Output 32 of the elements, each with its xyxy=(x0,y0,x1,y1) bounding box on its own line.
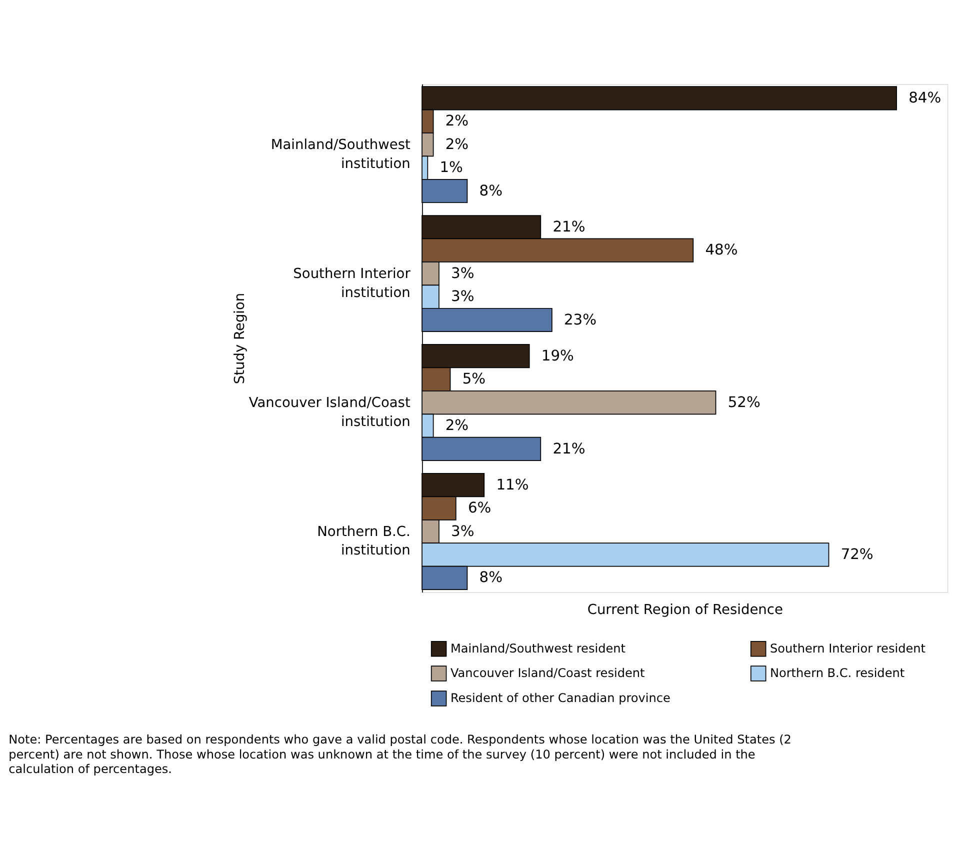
data-label: 11% xyxy=(496,476,529,494)
data-label: 3% xyxy=(451,522,474,540)
data-label: 21% xyxy=(552,218,586,236)
text: Note: Percentages are based on respondents who gave a valid postal code. Respondents whose location was the United States (2 percent) are not shown. Those whose location was unknown at the time of the survey (10 percent) were not included in the calculation of percentages. xyxy=(8,732,792,776)
data-label: 8% xyxy=(479,569,503,586)
data-label: 84% xyxy=(908,89,942,106)
data-label: 3% xyxy=(451,264,474,282)
data-label: 6% xyxy=(468,500,492,517)
data-label: 52% xyxy=(728,394,760,411)
data-label: 1% xyxy=(440,159,464,176)
data-label: 2% xyxy=(445,112,469,130)
legend-label: Resident of other Canadian province xyxy=(450,690,670,705)
data-label: 2% xyxy=(445,417,469,434)
y-tick-label: Mainland/Southwest institution xyxy=(270,136,411,172)
legend-label: Vancouver Island/Coast resident xyxy=(450,666,646,680)
legend-label: Mainland/Southwest resident xyxy=(450,641,626,656)
data-label: 72% xyxy=(840,546,874,564)
data-label: 5% xyxy=(462,370,486,388)
data-label: 2% xyxy=(445,136,469,153)
y-tick-label: Northern B.C. institution xyxy=(317,524,410,559)
y-axis-title: Study Region xyxy=(232,292,248,384)
x-axis-title: Current Region of Residence xyxy=(587,602,783,618)
legend-label: Southern Interior resident xyxy=(770,641,926,656)
data-label: 19% xyxy=(541,347,574,364)
data-label: 23% xyxy=(564,311,597,328)
data-label: 8% xyxy=(479,182,503,200)
legend-label: Northern B.C. resident xyxy=(770,666,905,680)
data-label: 21% xyxy=(552,440,586,458)
data-label: 3% xyxy=(451,288,474,306)
y-tick-label: Southern Interior institution xyxy=(293,266,411,301)
data-label: 48% xyxy=(705,242,738,259)
y-tick-label: Vancouver Island/Coast institution xyxy=(248,394,411,430)
